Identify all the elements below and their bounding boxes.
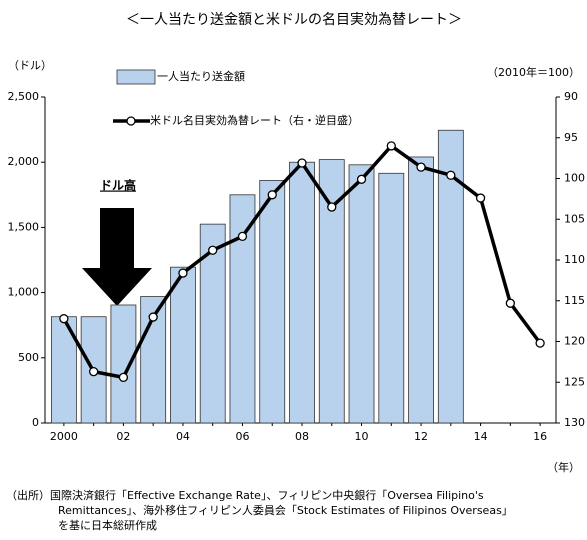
line-marker [535, 338, 545, 348]
x-tick-label: 16 [533, 430, 547, 443]
x-tick-label: 02 [116, 430, 130, 443]
source-note: を基に日本総研作成 [58, 518, 157, 532]
chart-title: ＜一人当たり送金額と米ドルの名目実効為替レート＞ [126, 12, 462, 28]
y2-tick-label: 100 [564, 172, 585, 185]
arrow [82, 208, 152, 306]
y-tick-label: 1,000 [8, 286, 40, 299]
line-marker [148, 312, 158, 322]
legend-swatch [116, 69, 156, 85]
y-tick-label: 2,000 [8, 155, 40, 168]
bar [110, 304, 137, 424]
line-marker [297, 158, 307, 168]
x-tick-label: 06 [235, 430, 249, 443]
x-axis-label: （年） [547, 460, 580, 474]
line-marker [327, 202, 337, 212]
bar [259, 180, 286, 424]
legend-label: 一人当たり送金額 [157, 69, 245, 83]
x-tick-label: 14 [474, 430, 488, 443]
line-marker [118, 372, 129, 383]
y-axis-label: （ドル） [8, 59, 52, 72]
y-tick-label: 500 [18, 351, 39, 364]
y2-tick-label: 95 [564, 131, 578, 144]
bar [229, 194, 256, 424]
source-note: （出所）国際決済銀行「Effective Exchange Rate」、フィリピ… [6, 488, 484, 502]
legend-swatch [126, 116, 136, 126]
x-tick-label: 10 [355, 430, 369, 443]
line-marker [475, 193, 486, 203]
y2-tick-label: 125 [564, 375, 585, 388]
line-marker [88, 367, 99, 377]
source-note: Remittances」、海外移住フィリピン人委員会「Stock Estimat… [58, 503, 513, 517]
y-tick-label: 0 [32, 416, 39, 429]
line-marker [59, 314, 69, 324]
bar [437, 129, 464, 424]
x-tick-label: 2000 [50, 430, 78, 443]
bar [348, 164, 375, 424]
x-tick-label: 04 [176, 430, 190, 443]
y2-tick-label: 115 [564, 294, 585, 307]
bar [289, 161, 315, 424]
line-marker [356, 174, 367, 184]
y2-axis-label: （2010年＝100） [487, 65, 580, 79]
x-tick-label: 08 [295, 430, 309, 443]
line-marker [178, 268, 188, 278]
annotation: ドル高 [100, 178, 136, 193]
x-tick-label: 12 [414, 430, 428, 443]
line-marker [267, 190, 277, 200]
y-tick-label: 1,500 [8, 220, 40, 233]
y2-tick-label: 105 [564, 212, 585, 225]
y2-tick-label: 90 [564, 90, 578, 103]
line-marker [208, 245, 218, 255]
line-marker [446, 170, 456, 180]
legend-label: 米ドル名目実効為替レート（右・逆目盛） [150, 113, 359, 127]
bar [408, 156, 434, 424]
line-marker [386, 141, 396, 151]
y2-tick-label: 120 [564, 335, 585, 348]
y2-tick-label: 110 [564, 253, 585, 266]
line-marker [505, 298, 516, 308]
bar [378, 172, 405, 424]
y-tick-label: 2,500 [8, 90, 40, 103]
line-marker [416, 162, 426, 172]
line-marker [237, 231, 248, 242]
y2-tick-label: 130 [564, 416, 585, 429]
bar [170, 266, 196, 424]
